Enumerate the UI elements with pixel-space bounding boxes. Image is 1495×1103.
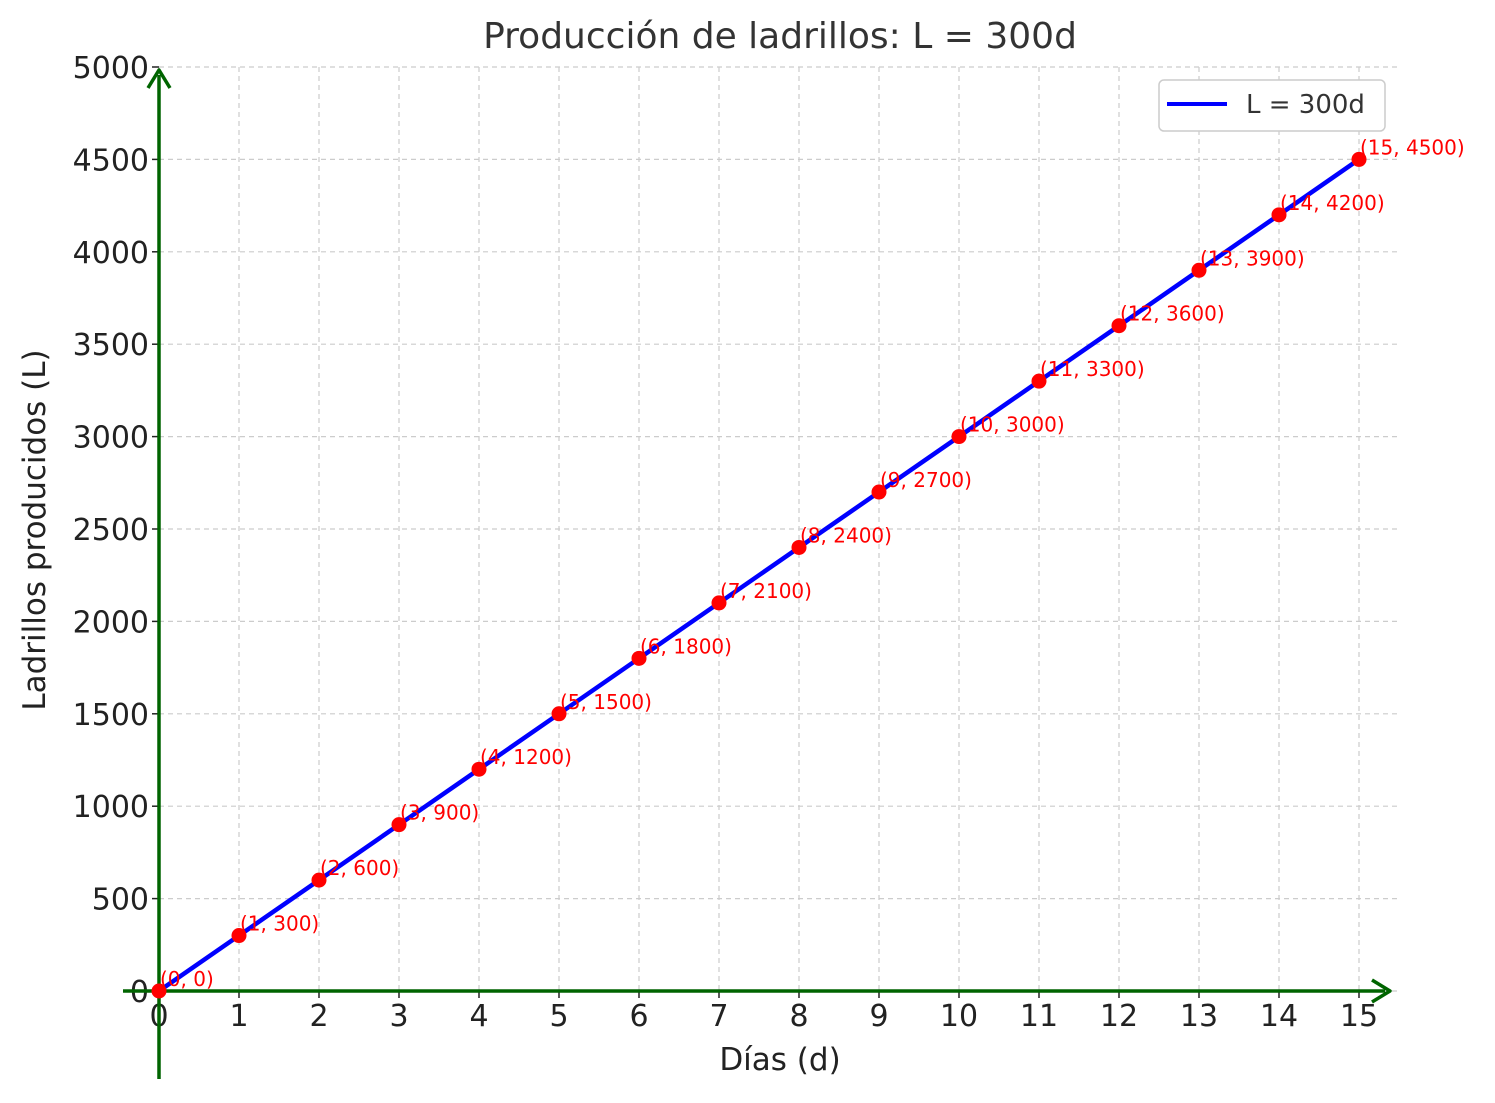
data-point xyxy=(1271,207,1287,223)
point-labels: (0, 0) (1, 300) (2, 600) (3, 900) (4, 1200) (… xyxy=(160,135,1465,991)
y-tick-label: 2000 xyxy=(73,605,149,640)
axes xyxy=(123,68,1392,1079)
series-layer xyxy=(156,157,1362,994)
x-tick-label: 7 xyxy=(709,999,728,1034)
data-point xyxy=(311,872,327,888)
legend-entry: L = 300d xyxy=(1246,90,1365,120)
x-tick-label: 15 xyxy=(1340,999,1378,1034)
point-label: (10, 3000) xyxy=(960,413,1065,437)
grid xyxy=(158,66,1398,992)
x-tick-label: 6 xyxy=(629,999,648,1034)
x-tick-label: 2 xyxy=(309,999,328,1034)
point-label: (9, 2700) xyxy=(880,468,972,492)
y-tick-label: 3500 xyxy=(73,328,149,363)
point-label: (13, 3900) xyxy=(1200,246,1305,270)
point-label: (4, 1200) xyxy=(480,745,572,769)
x-tick-label: 12 xyxy=(1100,999,1138,1034)
y-tick-label: 4000 xyxy=(73,236,149,271)
point-label: (2, 600) xyxy=(320,856,399,880)
point-label: (0, 0) xyxy=(160,967,214,991)
x-axis-label: Días (d) xyxy=(719,1042,840,1078)
y-tick-label: 1000 xyxy=(73,790,149,825)
y-axis-arrow xyxy=(146,68,172,89)
tick-labels: 0123456789101112131415050010001500200025… xyxy=(73,51,1378,1034)
legend: L = 300d xyxy=(1158,79,1386,132)
data-point xyxy=(471,761,487,777)
data-point xyxy=(1111,318,1127,334)
series-line xyxy=(156,157,1362,994)
data-point xyxy=(631,650,647,666)
y-axis-label: Ladrillos producidos (L) xyxy=(17,349,53,710)
x-tick-label: 3 xyxy=(389,999,408,1034)
chart-title: Producción de ladrillos: L = 300d xyxy=(483,16,1077,57)
data-point xyxy=(711,595,727,611)
x-tick-label: 1 xyxy=(229,999,248,1034)
point-label: (1, 300) xyxy=(240,912,319,936)
data-point xyxy=(1351,151,1367,167)
point-label: (3, 900) xyxy=(400,801,479,825)
x-axis-arrow xyxy=(1371,978,1392,1004)
legend-box xyxy=(1158,79,1386,132)
point-label: (5, 1500) xyxy=(560,690,652,714)
point-label: (12, 3600) xyxy=(1120,302,1225,326)
data-point xyxy=(1031,373,1047,389)
x-tick-label: 8 xyxy=(789,999,808,1034)
point-label: (15, 4500) xyxy=(1360,135,1465,159)
point-label: (7, 2100) xyxy=(720,579,812,603)
point-label: (6, 1800) xyxy=(640,634,732,658)
y-tick-label: 4500 xyxy=(73,143,149,178)
x-tick-label: 13 xyxy=(1180,999,1218,1034)
data-point xyxy=(231,928,247,944)
x-tick-label: 9 xyxy=(869,999,888,1034)
data-point xyxy=(951,429,967,445)
data-point xyxy=(791,539,807,555)
data-point xyxy=(551,706,567,722)
data-points xyxy=(151,151,1367,999)
x-tick-label: 4 xyxy=(469,999,488,1034)
y-tick-label: 2500 xyxy=(73,513,149,548)
x-tick-label: 10 xyxy=(940,999,978,1034)
data-point xyxy=(151,983,167,999)
y-tick-label: 3000 xyxy=(73,421,149,456)
point-label: (8, 2400) xyxy=(800,523,892,547)
y-tick-label: 5000 xyxy=(73,51,149,86)
y-tick-label: 1500 xyxy=(73,698,149,733)
x-tick-label: 14 xyxy=(1260,999,1298,1034)
point-label: (11, 3300) xyxy=(1040,357,1145,381)
x-tick-label: 5 xyxy=(549,999,568,1034)
y-tick-label: 500 xyxy=(92,883,149,918)
data-point xyxy=(871,484,887,500)
point-label: (14, 4200) xyxy=(1280,191,1385,215)
data-point xyxy=(391,817,407,833)
data-point xyxy=(1191,262,1207,278)
x-tick-label: 11 xyxy=(1020,999,1058,1034)
